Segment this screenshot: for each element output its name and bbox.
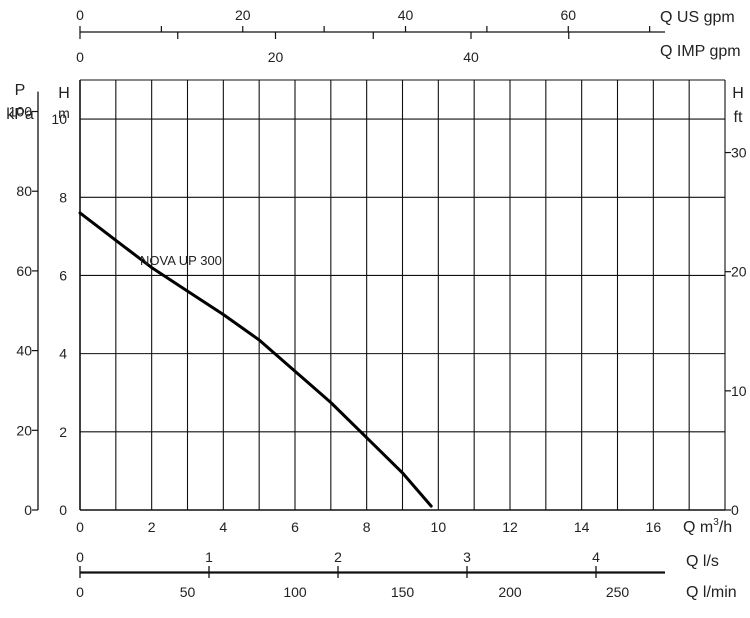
y-tick-label-m: 0 bbox=[59, 502, 67, 518]
x-tick-label-us-gpm: 40 bbox=[398, 7, 414, 23]
x-tick-label-ls: 2 bbox=[334, 549, 342, 565]
x-tick-label-m3h: 0 bbox=[76, 519, 84, 535]
x-tick-label-ls: 1 bbox=[205, 549, 213, 565]
x-tick-label-ls: 4 bbox=[592, 549, 600, 565]
x-axis-label-imp-gpm: Q IMP gpm bbox=[660, 43, 741, 60]
y-axis-label-m: m bbox=[58, 105, 70, 121]
x-tick-label-lmin: 200 bbox=[498, 584, 522, 600]
x-axis-label-lmin: Q l/min bbox=[686, 584, 737, 601]
x-tick-label-m3h: 6 bbox=[291, 519, 299, 535]
y-axis-label-ft: ft bbox=[734, 109, 743, 126]
x-tick-label-lmin: 150 bbox=[391, 584, 415, 600]
x-tick-label-imp-gpm: 40 bbox=[463, 49, 479, 65]
x-axis-label-ls: Q l/s bbox=[686, 553, 719, 570]
y-axis-label-h-right: H bbox=[732, 85, 744, 102]
x-tick-label-m3h: 8 bbox=[363, 519, 371, 535]
x-tick-label-m3h: 10 bbox=[431, 519, 447, 535]
y-axis-label-p: P bbox=[15, 82, 26, 99]
y-tick-label-m: 10 bbox=[51, 111, 67, 127]
y-tick-label-m: 4 bbox=[59, 346, 67, 362]
x-tick-label-imp-gpm: 20 bbox=[268, 49, 284, 65]
plot-grid bbox=[79, 79, 726, 511]
x-tick-label-ls: 0 bbox=[76, 549, 84, 565]
series-line-nova-up-300 bbox=[78, 211, 433, 508]
y-tick-label-kpa: 20 bbox=[16, 422, 32, 438]
x-tick-label-m3h: 4 bbox=[219, 519, 227, 535]
x-tick-label-us-gpm: 20 bbox=[235, 7, 251, 23]
x-tick-label-ls: 3 bbox=[463, 549, 471, 565]
axes-layer: 0 2 4 6 8 10 12 14 16 Q m3/h0 1 2 3 4 Q l/s0 50 100 150 20… bbox=[6, 7, 747, 601]
y-axis-label-h: H bbox=[58, 85, 70, 102]
y-tick-label-m: 8 bbox=[59, 189, 67, 205]
y-tick-label-m: 2 bbox=[59, 424, 67, 440]
x-tick-label-m3h: 14 bbox=[574, 519, 590, 535]
series-layer bbox=[78, 211, 433, 508]
x-axis-label-m3h: Q m3/h bbox=[683, 517, 732, 536]
x-tick-label-lmin: 50 bbox=[180, 584, 196, 600]
x-tick-label-lmin: 100 bbox=[283, 584, 307, 600]
x-tick-label-us-gpm: 60 bbox=[560, 7, 576, 23]
labels-layer: NOVA UP 300 bbox=[140, 253, 222, 268]
y-tick-label-kpa: 40 bbox=[16, 343, 32, 359]
x-tick-label-m3h: 2 bbox=[148, 519, 156, 535]
x-tick-label-m3h: 12 bbox=[502, 519, 518, 535]
y-tick-label-kpa: 60 bbox=[16, 263, 32, 279]
curve-label: NOVA UP 300 bbox=[140, 253, 222, 268]
x-tick-label-m3h: 16 bbox=[646, 519, 662, 535]
y-tick-label-ft: 20 bbox=[731, 264, 747, 280]
y-tick-label-ft: 30 bbox=[731, 145, 747, 161]
x-tick-label-lmin: 0 bbox=[76, 584, 84, 600]
y-tick-label-kpa: 100 bbox=[9, 104, 33, 120]
y-tick-label-ft: 10 bbox=[731, 383, 747, 399]
y-tick-label-kpa: 80 bbox=[16, 183, 32, 199]
y-tick-label-ft: 0 bbox=[731, 502, 739, 518]
y-axis-label-kpa: kPa bbox=[6, 106, 34, 123]
y-tick-label-kpa: 0 bbox=[24, 502, 32, 518]
x-tick-label-lmin: 250 bbox=[606, 584, 630, 600]
y-tick-label-m: 6 bbox=[59, 267, 67, 283]
x-axis-label-us-gpm: Q US gpm bbox=[660, 9, 735, 26]
x-tick-label-imp-gpm: 0 bbox=[76, 49, 84, 65]
x-tick-label-us-gpm: 0 bbox=[76, 7, 84, 23]
